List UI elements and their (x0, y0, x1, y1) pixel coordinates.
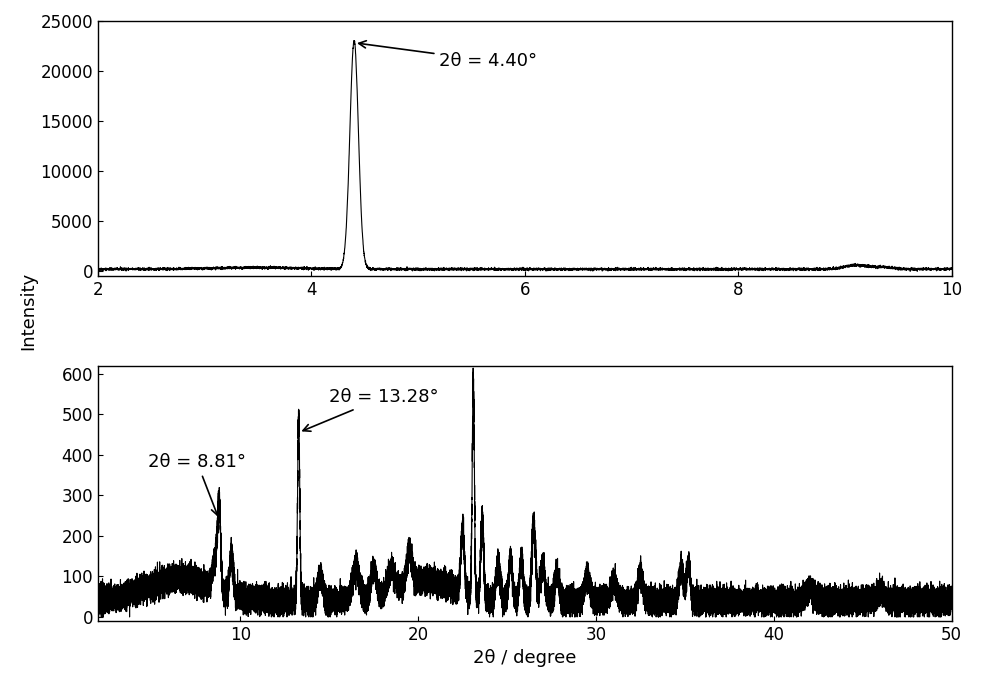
Text: 2θ = 8.81°: 2θ = 8.81° (148, 453, 246, 515)
X-axis label: 2θ / degree: 2θ / degree (473, 649, 577, 667)
Text: Intensity: Intensity (20, 271, 37, 350)
Text: 2θ = 13.28°: 2θ = 13.28° (303, 388, 439, 431)
Text: 2θ = 4.40°: 2θ = 4.40° (359, 41, 538, 70)
